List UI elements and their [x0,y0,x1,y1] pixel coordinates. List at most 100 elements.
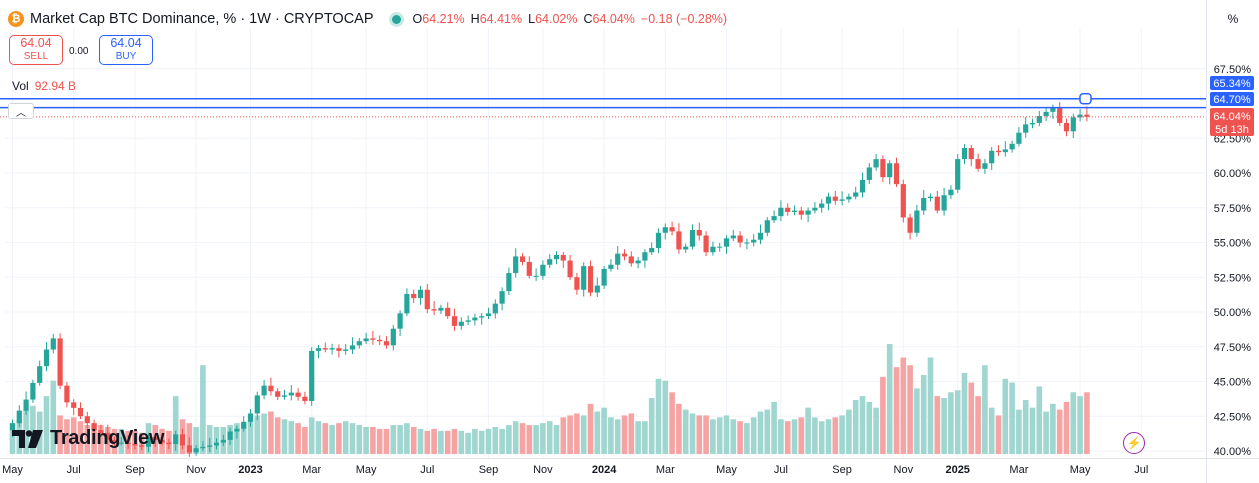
y-tick-label: 40.00% [1214,446,1252,458]
candle-body [710,246,716,253]
volume-bar [64,419,70,454]
volume-bar [961,372,968,454]
candle-body [961,147,968,160]
volume-bar [934,396,941,454]
candle-body [1009,143,1015,150]
candle-body [254,395,260,414]
candle-body [57,338,63,386]
candle-body [186,445,192,453]
volume-legend[interactable]: Vol 92.94 B [12,79,76,93]
volume-bar [655,378,662,454]
y-tick-label: 47.50% [1214,342,1252,354]
tradingview-logo[interactable]: TradingView [12,427,164,450]
buy-button[interactable]: 64.04 BUY [99,35,153,65]
volume-bar [669,392,675,454]
candle-body [166,442,172,445]
volume-bar [825,419,832,454]
sell-price: 64.04 [20,36,52,50]
candle-body [1084,114,1090,117]
candle-body [438,307,444,311]
volume-bar [383,428,390,454]
candle-body [329,348,335,350]
volume-bar [893,367,900,454]
candle-body [744,242,750,244]
volume-bar [308,417,315,454]
x-tick-label: Sep [832,464,852,476]
candle-body [71,402,77,408]
volume-bar [676,403,682,454]
candle-body [349,345,356,350]
volume-bar [84,425,91,454]
candle-body [914,210,920,233]
candle-body [417,289,424,299]
volume-bar [1002,378,1009,454]
volume-bar [662,380,669,454]
candle-body [859,179,866,193]
candle-body [173,434,179,445]
candle-body [139,445,145,447]
price-tag-last: 64.04% 5d 13h [1210,108,1254,136]
chart-header[interactable]: ₿ Market Cap BTC Dominance, % · 1W · CRY… [8,8,729,30]
candle-body [703,235,709,253]
candle-body [927,196,934,199]
price-tag-lower: 64.70% [1210,92,1254,106]
lightning-icon[interactable]: ⚡ [1123,432,1145,454]
volume-bar [737,421,743,454]
volume-bar [363,426,369,454]
volume-bar [444,430,451,454]
x-tick-label: Nov [894,464,914,476]
candle-body [370,338,376,340]
candle-body [411,293,417,299]
time-axis[interactable]: May Jul Sep Nov 2023 Mar May Jul Sep Nov 2024 Mar Ma… [0,458,1259,477]
sell-label: SELL [23,51,49,62]
candle-body [778,207,784,217]
candle-body [268,385,274,392]
volume-bar [254,415,261,454]
volume-bar [689,413,696,454]
candle-body [125,442,131,445]
candle-body [540,264,546,276]
volume-bar [682,409,689,454]
candle-body [356,341,362,346]
candle-body [982,163,988,169]
x-tick-label: 2024 [592,464,617,476]
market-status-dot-icon [391,14,401,24]
volume-bar [315,421,322,454]
percent-scale-button[interactable]: % [1227,12,1239,26]
candle-body [1043,111,1049,117]
horizontal-lines[interactable] [0,93,1206,118]
candle-body [567,260,573,278]
volume-bar [200,365,206,454]
volume-bar [968,382,975,454]
volume-bar [710,419,716,454]
x-tick-label: May [356,464,377,476]
candle-body [1063,122,1070,132]
symbol-title[interactable]: Market Cap BTC Dominance, % · 1W · CRYPT… [30,11,374,27]
candle-body [37,366,43,383]
candle-body [574,277,580,290]
candle-body [819,203,825,208]
x-tick-label: Mar [1009,464,1028,476]
x-tick-label: Sep [479,464,499,476]
volume-bar [1050,403,1056,454]
volume-bar [370,426,376,454]
price-tag-last-text: 64.04% [1213,111,1251,123]
collapse-legend-button[interactable]: ︿ [8,103,34,119]
candle-body [832,196,838,201]
volume-bar [240,423,247,454]
sell-button[interactable]: 64.04 SELL [9,35,63,65]
candle-body [431,309,437,311]
candle-body [377,339,383,342]
volume-bar [390,425,397,454]
candle-body [968,147,974,160]
chevron-up-icon: ︿ [16,107,26,119]
candle-body [798,210,804,215]
volume-bar [9,423,16,454]
volume-bar [302,426,308,454]
candle-body [880,159,886,178]
price-axis[interactable]: 67.50% 62.50% 60.00% 57.50% 55.00% 52.50% 50.0… [1206,0,1252,483]
candle-body [955,159,961,190]
candle-body [247,413,254,422]
volume-bar [778,419,784,454]
